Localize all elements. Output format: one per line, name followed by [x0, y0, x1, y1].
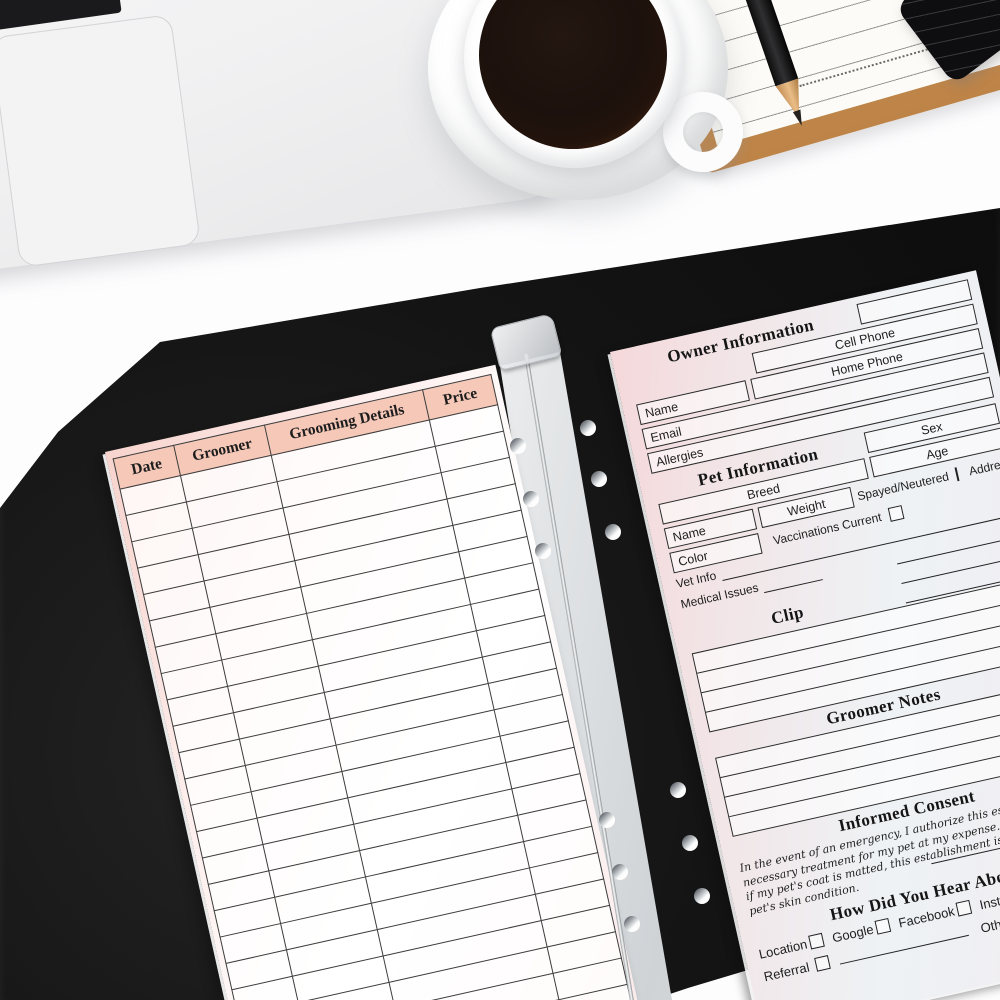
- punch-hole: [624, 916, 640, 932]
- vaccinations-current-checkbox: [887, 504, 905, 522]
- laptop-trackpad: [0, 14, 201, 268]
- pencil-lead-tip: [793, 109, 806, 127]
- hear-option-label: Google: [830, 921, 875, 946]
- referral-checkbox: [814, 955, 831, 972]
- punch-hole: [605, 524, 621, 540]
- spayed-neutered-checkbox: [954, 466, 960, 481]
- address-label: Address: [967, 454, 1000, 478]
- coffee: [479, 0, 667, 149]
- coffee-cup: [464, 0, 684, 168]
- punch-hole: [670, 782, 686, 798]
- punch-hole: [591, 471, 607, 487]
- punch-hole: [535, 543, 551, 559]
- punch-hole: [612, 864, 628, 880]
- punch-hole: [694, 888, 710, 904]
- hear-option-checkbox: [874, 917, 892, 935]
- punch-hole: [510, 438, 526, 454]
- punch-hole: [523, 491, 539, 507]
- punch-hole: [682, 835, 698, 851]
- cup-handle: [663, 92, 743, 172]
- hear-option-checkbox: [955, 899, 973, 917]
- punch-hole: [599, 812, 615, 828]
- hear-option-checkbox: [808, 932, 826, 950]
- punch-hole: [580, 420, 596, 436]
- other-label: Other: [979, 914, 1000, 936]
- referral-label: Referral: [762, 959, 811, 985]
